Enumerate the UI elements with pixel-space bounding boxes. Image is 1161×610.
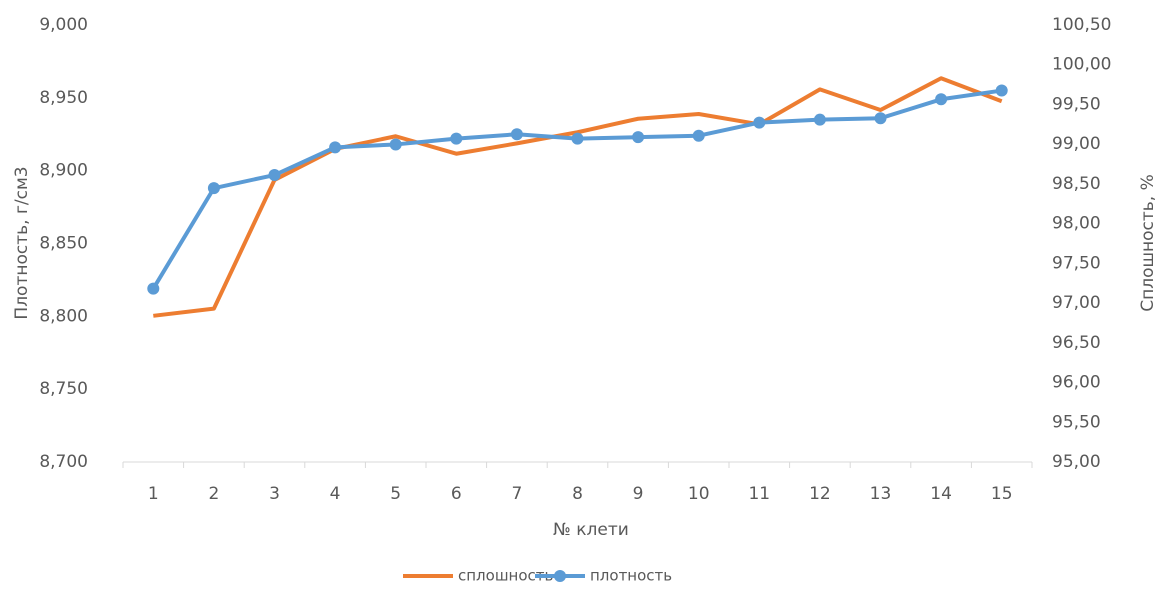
y-tick-label: 9,000 [39, 15, 88, 35]
series-marker [692, 129, 705, 142]
series-line [153, 76, 1003, 318]
x-tick-label: 4 [330, 484, 341, 504]
series-marker [874, 112, 887, 125]
x-tick-label: 13 [870, 484, 892, 504]
series-marker [571, 132, 584, 145]
y-axis-title: Плотность, г/см3 [12, 166, 32, 319]
series-marker [935, 93, 948, 106]
x-tick-label: 5 [390, 484, 401, 504]
y-tick-label: 8,950 [39, 88, 88, 108]
series-marker [632, 131, 645, 144]
series-marker [329, 141, 342, 154]
legend-marker [554, 570, 566, 582]
series-marker [147, 282, 160, 295]
y2-tick-label: 100,50 [1052, 15, 1111, 35]
x-tick-label: 12 [809, 484, 831, 504]
y-tick-label: 8,850 [39, 234, 88, 254]
x-tick-label: 15 [991, 484, 1013, 504]
y2-tick-label: 96,00 [1052, 373, 1101, 393]
series-marker [207, 182, 220, 195]
series-marker [389, 138, 402, 151]
y2-tick-label: 97,50 [1052, 253, 1101, 273]
y2-tick-label: 97,00 [1052, 293, 1101, 313]
y2-tick-label: 95,50 [1052, 412, 1101, 432]
series-marker [450, 132, 463, 145]
y2-tick-label: 99,00 [1052, 134, 1101, 154]
x-tick-label: 1 [148, 484, 159, 504]
legend-label: сплошность [458, 567, 553, 585]
series-line [151, 88, 1002, 290]
x-axis-title: № клети [553, 520, 629, 540]
series-marker [813, 113, 826, 126]
y-tick-label: 8,700 [39, 452, 88, 472]
y-tick-label: 8,800 [39, 306, 88, 326]
x-tick-label: 6 [451, 484, 462, 504]
y2-tick-label: 95,00 [1052, 452, 1101, 472]
legend-label: плотность [590, 567, 672, 585]
x-tick-label: 7 [511, 484, 522, 504]
series-marker [995, 84, 1008, 97]
y2-tick-label: 96,50 [1052, 333, 1101, 353]
x-tick-label: 11 [748, 484, 770, 504]
x-tick-label: 14 [930, 484, 952, 504]
y2-tick-label: 98,00 [1052, 214, 1101, 234]
y-tick-label: 8,900 [39, 161, 88, 181]
y2-tick-label: 98,50 [1052, 174, 1101, 194]
x-tick-label: 9 [633, 484, 644, 504]
x-tick-label: 2 [208, 484, 219, 504]
series-marker [510, 128, 523, 141]
x-tick-label: 8 [572, 484, 583, 504]
y2-tick-label: 100,00 [1052, 55, 1111, 75]
series-marker [268, 169, 281, 182]
y2-axis-title: Сплошность, % [1138, 174, 1158, 312]
x-tick-label: 3 [269, 484, 280, 504]
y2-tick-label: 99,50 [1052, 94, 1101, 114]
series-marker [753, 116, 766, 129]
y-tick-label: 8,750 [39, 379, 88, 399]
x-tick-label: 10 [688, 484, 710, 504]
